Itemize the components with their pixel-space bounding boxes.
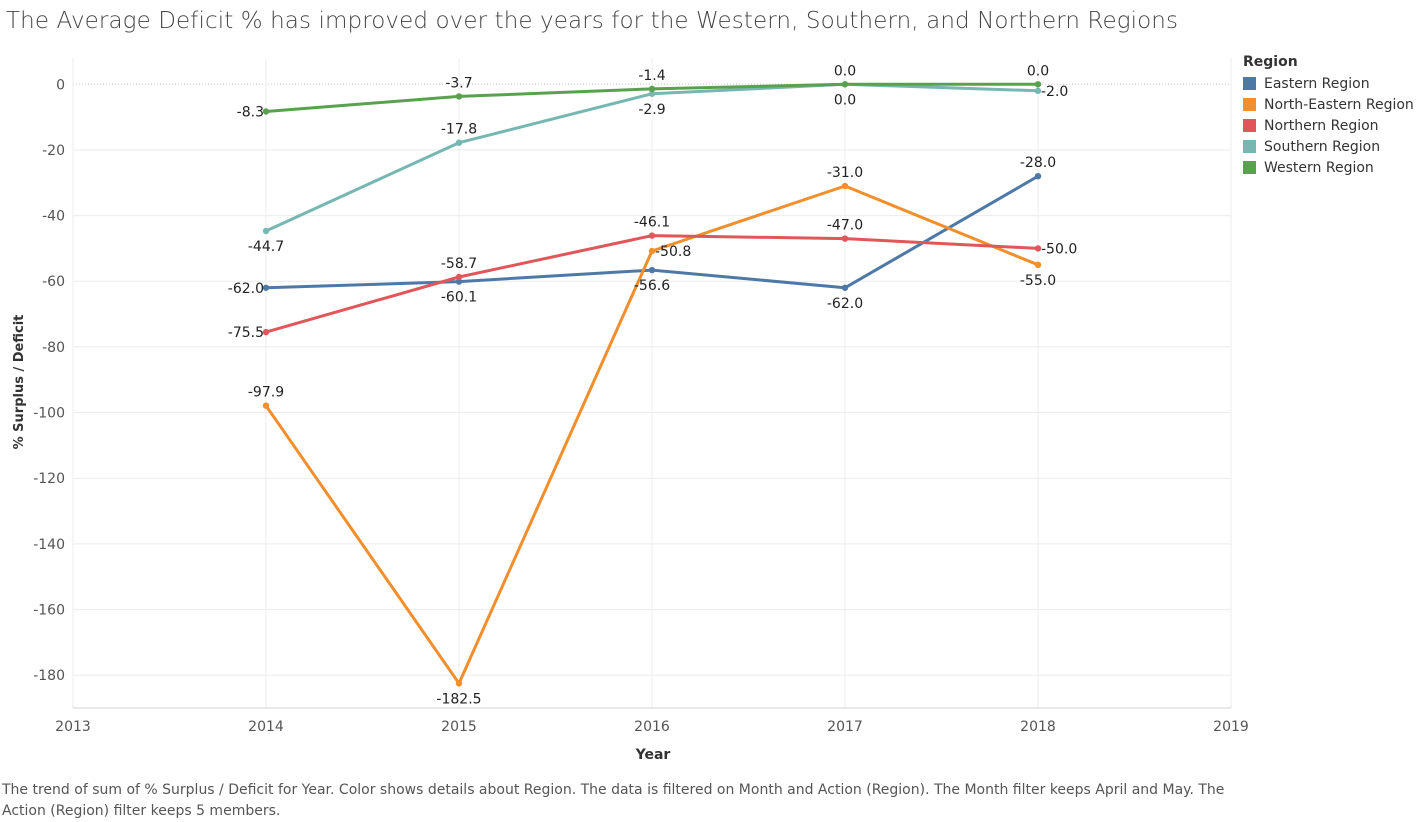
northern-region-data-label: -75.5 bbox=[228, 325, 264, 341]
northern-region-point bbox=[1034, 245, 1042, 252]
north-eastern-region-point bbox=[648, 247, 656, 255]
northern-region-point bbox=[648, 232, 656, 239]
y-tick-label: -140 bbox=[33, 537, 65, 553]
southern-region-data-label: 0.0 bbox=[834, 92, 856, 108]
x-tick-label: 2017 bbox=[827, 719, 863, 735]
northern-region-data-label: -46.1 bbox=[634, 215, 670, 231]
data-labels: -62.0 -60.1 -56.6 -62.0 -28.0 -97.9 -182.5 -50.… bbox=[228, 63, 1077, 707]
north-eastern-region-data-label: -31.0 bbox=[827, 165, 863, 181]
western-region-point bbox=[455, 93, 463, 100]
y-tick-label: -60 bbox=[42, 274, 65, 290]
southern-region-point bbox=[648, 90, 656, 97]
southern-region-point bbox=[1034, 87, 1042, 95]
western-region-data-label: -1.4 bbox=[638, 68, 665, 84]
western-region-point bbox=[1034, 81, 1042, 88]
series-points bbox=[262, 81, 1042, 687]
legend-swatch bbox=[1243, 161, 1256, 174]
y-tick-label: -100 bbox=[33, 406, 65, 422]
western-region-data-label: 0.0 bbox=[1027, 63, 1049, 79]
southern-region-point bbox=[455, 139, 463, 146]
western-region-point bbox=[841, 81, 849, 88]
x-tick-label: 2019 bbox=[1213, 719, 1249, 735]
y-tick-label: -180 bbox=[33, 668, 65, 684]
legend-label: Western Region bbox=[1264, 159, 1374, 176]
western-region-data-label: -3.7 bbox=[445, 75, 472, 91]
y-tick-label: -160 bbox=[33, 603, 65, 619]
southern-region-data-label: -17.8 bbox=[441, 122, 477, 138]
northern-region-data-label: -50.0 bbox=[1041, 241, 1077, 257]
eastern-region-data-label: -60.1 bbox=[441, 290, 477, 306]
north-eastern-region-point bbox=[262, 402, 270, 409]
x-tick-label: 2014 bbox=[248, 719, 284, 735]
north-eastern-region-data-label: -97.9 bbox=[248, 385, 284, 401]
legend-swatch bbox=[1243, 77, 1256, 90]
western-region-point bbox=[262, 108, 270, 115]
legend-label: Eastern Region bbox=[1264, 75, 1370, 92]
x-tick-label: 2015 bbox=[441, 719, 477, 735]
legend-item-north-eastern-region[interactable]: North-Eastern Region bbox=[1243, 94, 1414, 115]
chart-caption: The trend of sum of % Surplus / Deficit … bbox=[2, 782, 1225, 819]
western-region-data-label: 0.0 bbox=[834, 63, 856, 79]
eastern-region-point bbox=[648, 266, 656, 274]
eastern-region-point bbox=[841, 284, 849, 291]
southern-region-data-label: -44.7 bbox=[248, 239, 284, 255]
x-axis-label: Year bbox=[635, 747, 671, 763]
western-region-data-label: -8.3 bbox=[237, 105, 264, 121]
y-tick-label: -120 bbox=[33, 471, 65, 487]
legend-title: Region bbox=[1243, 54, 1298, 70]
eastern-region-point bbox=[455, 278, 463, 285]
north-eastern-region-point bbox=[455, 680, 463, 687]
southern-region-point bbox=[262, 227, 270, 235]
legend-label: Southern Region bbox=[1264, 138, 1381, 155]
legend-label: Northern Region bbox=[1264, 117, 1379, 134]
legend-swatch bbox=[1243, 98, 1256, 111]
eastern-region-data-label: -56.6 bbox=[634, 278, 670, 294]
line-chart: 0 -20 -40 -60 -80 -100 -120 -140 -160 -180 2013 201… bbox=[12, 58, 1249, 763]
axes: 0 -20 -40 -60 -80 -100 -120 -140 -160 -180 2013 201… bbox=[33, 77, 1249, 735]
eastern-region-point bbox=[1034, 172, 1042, 180]
western-region-point bbox=[648, 85, 656, 93]
eastern-region-data-label: -62.0 bbox=[827, 296, 863, 312]
southern-region-data-label: -2.0 bbox=[1041, 84, 1068, 100]
legend-item-southern-region[interactable]: Southern Region bbox=[1243, 136, 1414, 157]
y-tick-label: -40 bbox=[42, 209, 65, 225]
chart-title: The Average Deficit % has improved over … bbox=[6, 8, 1179, 34]
north-eastern-region-data-label: -50.8 bbox=[655, 244, 691, 260]
north-eastern-region-data-label: -55.0 bbox=[1020, 273, 1056, 289]
northern-region-data-label: -47.0 bbox=[827, 218, 863, 234]
legend-item-western-region[interactable]: Western Region bbox=[1243, 157, 1414, 178]
northern-region-point bbox=[262, 328, 270, 336]
legend: Region Eastern Region North-Eastern Regio… bbox=[1243, 54, 1414, 178]
x-tick-label: 2016 bbox=[634, 719, 670, 735]
eastern-region-point bbox=[262, 284, 270, 291]
northern-region-data-label: -58.7 bbox=[441, 256, 477, 272]
y-axis-label: % Surplus / Deficit bbox=[12, 315, 27, 450]
northern-region-point bbox=[455, 273, 463, 281]
southern-region-data-label: -2.9 bbox=[638, 102, 665, 118]
north-eastern-region-data-label: -182.5 bbox=[436, 691, 481, 707]
eastern-region-data-label: -28.0 bbox=[1020, 155, 1056, 171]
northern-region-point bbox=[841, 235, 849, 242]
x-tick-label: 2013 bbox=[55, 719, 91, 735]
eastern-region-data-label: -62.0 bbox=[228, 281, 264, 297]
y-tick-label: -80 bbox=[42, 340, 65, 356]
legend-item-eastern-region[interactable]: Eastern Region bbox=[1243, 73, 1414, 94]
y-tick-label: 0 bbox=[56, 77, 65, 93]
legend-label: North-Eastern Region bbox=[1264, 96, 1414, 113]
north-eastern-region-point bbox=[841, 182, 849, 190]
y-tick-label: -20 bbox=[42, 143, 65, 159]
legend-swatch bbox=[1243, 119, 1256, 132]
x-tick-label: 2018 bbox=[1020, 719, 1056, 735]
gridlines bbox=[72, 58, 1232, 708]
legend-item-northern-region[interactable]: Northern Region bbox=[1243, 115, 1414, 136]
legend-swatch bbox=[1243, 140, 1256, 153]
north-eastern-region-point bbox=[1034, 261, 1042, 269]
